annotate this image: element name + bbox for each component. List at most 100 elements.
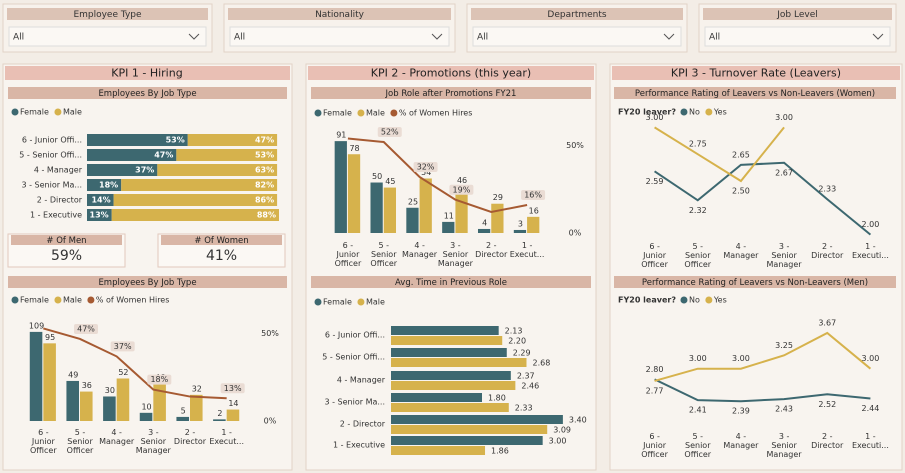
data-label: 47% xyxy=(77,324,95,333)
legend-label: Female xyxy=(323,109,352,118)
chevron xyxy=(663,33,675,40)
slicer-header xyxy=(471,8,683,20)
data-label: 3.09 xyxy=(553,426,571,435)
bar xyxy=(116,378,130,421)
data-label: 13% xyxy=(90,211,109,220)
data-label: 2.50 xyxy=(732,187,750,196)
data-label: 32% xyxy=(417,163,435,172)
legend-marker xyxy=(357,298,365,306)
y2-tick-label: 50% xyxy=(566,141,584,150)
panel-title: KPI 2 - Promotions (this year) xyxy=(371,67,531,80)
bar xyxy=(80,391,93,421)
label-background xyxy=(110,341,135,352)
x-tick-label: 3 -Senior Manager xyxy=(767,242,803,269)
data-label: 50 xyxy=(372,172,382,181)
bar xyxy=(391,393,482,402)
legend-marker xyxy=(54,108,62,116)
bar xyxy=(455,186,468,233)
bar-segment xyxy=(87,164,158,176)
data-label: 25 xyxy=(408,197,418,206)
data-label: 47% xyxy=(154,151,173,160)
data-label: 2.33 xyxy=(818,185,836,194)
data-label: 53% xyxy=(255,151,274,160)
legend-marker xyxy=(54,296,62,304)
bar xyxy=(391,436,543,445)
data-label: 3.00 xyxy=(732,354,750,363)
legend-marker xyxy=(705,296,713,304)
slicer-header xyxy=(7,8,208,20)
legend-marker xyxy=(680,296,688,304)
x-tick-label: 2 -Director xyxy=(811,432,844,450)
data-label: 52% xyxy=(381,128,399,137)
panel-header xyxy=(5,66,290,80)
data-label: 1.86 xyxy=(491,447,509,456)
bar xyxy=(153,383,166,421)
category-label: 4 - Manager xyxy=(337,376,386,385)
chevron xyxy=(872,33,884,40)
category-label: 6 - Junior Offi... xyxy=(325,331,385,340)
data-label: 36 xyxy=(82,381,92,390)
chart-title-bar xyxy=(614,87,896,99)
dropdown[interactable] xyxy=(472,26,682,47)
dropdown[interactable] xyxy=(704,26,891,47)
bar xyxy=(391,358,527,367)
data-label: 86% xyxy=(255,196,274,205)
bar xyxy=(391,348,507,357)
panel xyxy=(305,63,597,471)
line xyxy=(654,161,872,236)
category-label: 5 - Senior Offi... xyxy=(19,151,82,160)
bar-segment xyxy=(176,149,278,161)
bar xyxy=(29,331,43,421)
data-label: 2.20 xyxy=(508,337,526,346)
data-label: 2.65 xyxy=(732,150,750,159)
x-tick-label: 3 -Senior Manager xyxy=(767,432,803,459)
bar xyxy=(391,381,516,390)
bar-segment xyxy=(187,134,278,146)
data-label: 3.25 xyxy=(775,341,793,350)
data-label: 2.52 xyxy=(818,400,836,409)
dropdown-value: All xyxy=(709,33,720,43)
data-label: 46 xyxy=(457,176,467,185)
data-label: 2.44 xyxy=(862,404,880,413)
data-label: 91 xyxy=(336,131,346,140)
data-label: 2.68 xyxy=(532,359,550,368)
data-label: 3.00 xyxy=(775,113,793,122)
bar xyxy=(391,425,548,434)
line xyxy=(654,126,785,183)
category-label: 1 - Executive xyxy=(333,441,385,450)
x-tick-label: 5 -Senior Officer xyxy=(684,242,711,269)
category-label: 4 - Manager xyxy=(34,166,83,175)
card-header xyxy=(161,235,282,245)
data-label: 78 xyxy=(349,144,359,153)
bar xyxy=(391,371,511,380)
legend-title: FY20 leaver? xyxy=(618,108,676,117)
data-label: 63% xyxy=(255,166,274,175)
data-label: 3 xyxy=(518,219,523,228)
data-label: 30 xyxy=(105,386,115,395)
x-tick-label: 4 -Manager xyxy=(723,432,759,450)
data-label: 37% xyxy=(135,166,154,175)
line xyxy=(654,331,872,382)
slicer-header xyxy=(228,8,451,20)
legend-label: Female xyxy=(20,296,49,305)
data-label: 16 xyxy=(529,206,539,215)
label-background xyxy=(521,190,546,200)
x-tick-label: 6 -Junior Officer xyxy=(335,241,362,268)
data-label: 14% xyxy=(91,196,110,205)
x-tick-label: 2 -Director xyxy=(475,241,508,259)
data-label: 45 xyxy=(385,177,395,186)
category-label: 2 - Director xyxy=(340,420,386,429)
dropdown[interactable] xyxy=(229,26,450,47)
data-label: 2.29 xyxy=(513,349,531,358)
data-label: 3.00 xyxy=(549,437,567,446)
data-label: 82% xyxy=(255,181,274,190)
slicer-header xyxy=(703,8,892,20)
x-tick-label: 6 -Junior Officer xyxy=(641,432,668,459)
category-label: 5 - Senior Offi... xyxy=(322,353,385,362)
data-label: 2.00 xyxy=(862,220,880,229)
bar-segment xyxy=(87,179,122,191)
label-background xyxy=(413,162,438,172)
data-label: 18% xyxy=(150,375,168,384)
dropdown[interactable] xyxy=(8,26,207,47)
category-label: 6 - Junior Offi... xyxy=(22,136,82,145)
